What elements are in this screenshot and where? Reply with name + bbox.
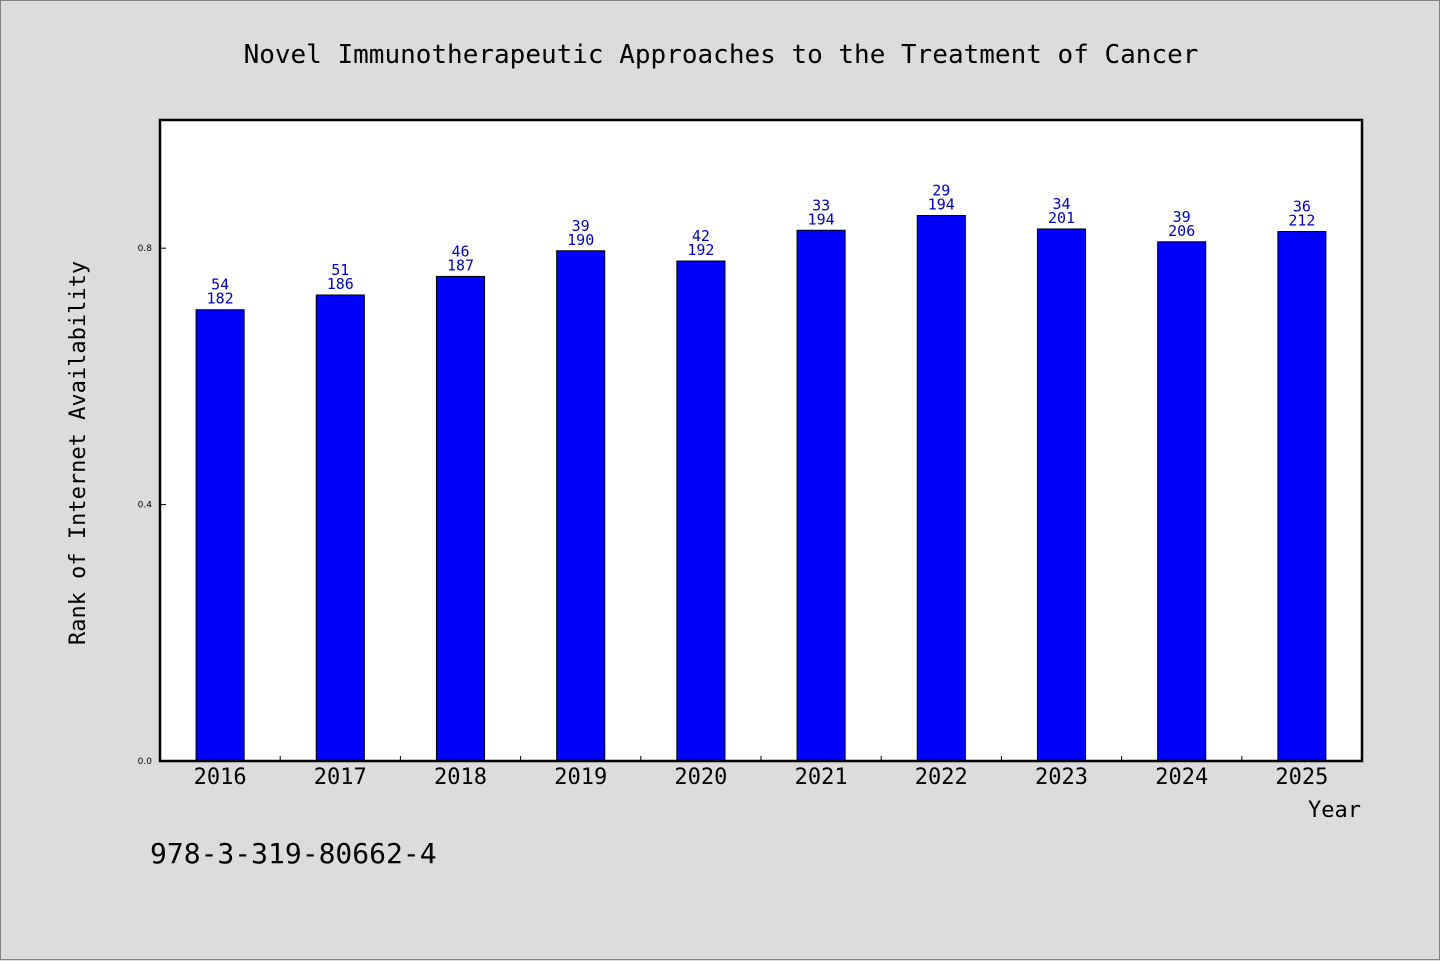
y-axis-label: Rank of Internet Availability bbox=[66, 261, 91, 645]
bar-label-bottom-2023: 201 bbox=[1048, 209, 1075, 227]
y-tick-label-0.0: 0.0 bbox=[138, 757, 153, 767]
bar-label-top-2017: 51 bbox=[331, 261, 349, 279]
bar-2020 bbox=[676, 260, 726, 762]
x-axis: 2016 2017 2018 2019 2020 2021 2022 2023 2024 2025 bbox=[194, 756, 1328, 790]
isbn-text: 978-3-319-80662-4 bbox=[150, 837, 437, 870]
bar-label-bottom-2020: 192 bbox=[687, 241, 714, 259]
bar-2025 bbox=[1277, 231, 1327, 762]
bar-label-bottom-2019: 190 bbox=[567, 231, 594, 249]
bar-2019 bbox=[556, 250, 606, 762]
bar-2021 bbox=[796, 229, 846, 762]
y-tick-label-0.4: 0.4 bbox=[138, 501, 153, 511]
bar-label-bottom-2018: 187 bbox=[447, 256, 474, 274]
plot-frame bbox=[158, 118, 1364, 763]
bar-label-top-2025: 36 bbox=[1293, 198, 1311, 216]
bar-2024 bbox=[1157, 241, 1207, 762]
bar-label-top-2019: 39 bbox=[572, 217, 590, 235]
bar-2017 bbox=[315, 294, 365, 762]
bar-label-top-2020: 42 bbox=[692, 227, 710, 245]
x-tick-label-2024: 2024 bbox=[1155, 765, 1208, 790]
bar-label-bottom-2024: 206 bbox=[1168, 222, 1195, 240]
bar-label-bottom-2025: 212 bbox=[1288, 212, 1315, 230]
bar-label-bottom-2017: 186 bbox=[327, 275, 354, 293]
bar-label-bottom-2016: 182 bbox=[207, 290, 234, 308]
bar-label-top-2024: 39 bbox=[1173, 208, 1191, 226]
bar-2023 bbox=[1036, 228, 1087, 762]
bar-label-bottom-2022: 194 bbox=[928, 196, 955, 214]
bar-label-top-2021: 33 bbox=[812, 196, 830, 214]
bar-label-bottom-2021: 194 bbox=[808, 210, 835, 228]
bar-2022 bbox=[916, 215, 966, 762]
x-tick-label-2016: 2016 bbox=[194, 765, 247, 790]
x-tick-label-2021: 2021 bbox=[795, 765, 848, 790]
bar-label-top-2018: 46 bbox=[451, 242, 469, 260]
x-tick-label-2022: 2022 bbox=[915, 765, 968, 790]
y-tick-label-0.8: 0.8 bbox=[138, 244, 153, 254]
x-tick-label-2018: 2018 bbox=[434, 765, 487, 790]
x-tick-label-2023: 2023 bbox=[1035, 765, 1088, 790]
x-tick-label-2020: 2020 bbox=[674, 765, 727, 790]
bar-label-top-2022: 29 bbox=[932, 182, 950, 200]
chart-title: Novel Immunotherapeutic Approaches to th… bbox=[244, 40, 1199, 70]
bar-2016 bbox=[195, 309, 245, 762]
x-tick-label-2017: 2017 bbox=[314, 765, 367, 790]
bar-2018 bbox=[435, 275, 486, 762]
x-tick-label-2025: 2025 bbox=[1275, 765, 1328, 790]
x-axis-label: Year bbox=[1308, 798, 1361, 823]
bar-label-top-2016: 54 bbox=[211, 276, 229, 294]
bar-label-top-2023: 34 bbox=[1052, 195, 1070, 213]
bars-group bbox=[195, 215, 1327, 762]
x-tick-label-2019: 2019 bbox=[554, 765, 607, 790]
